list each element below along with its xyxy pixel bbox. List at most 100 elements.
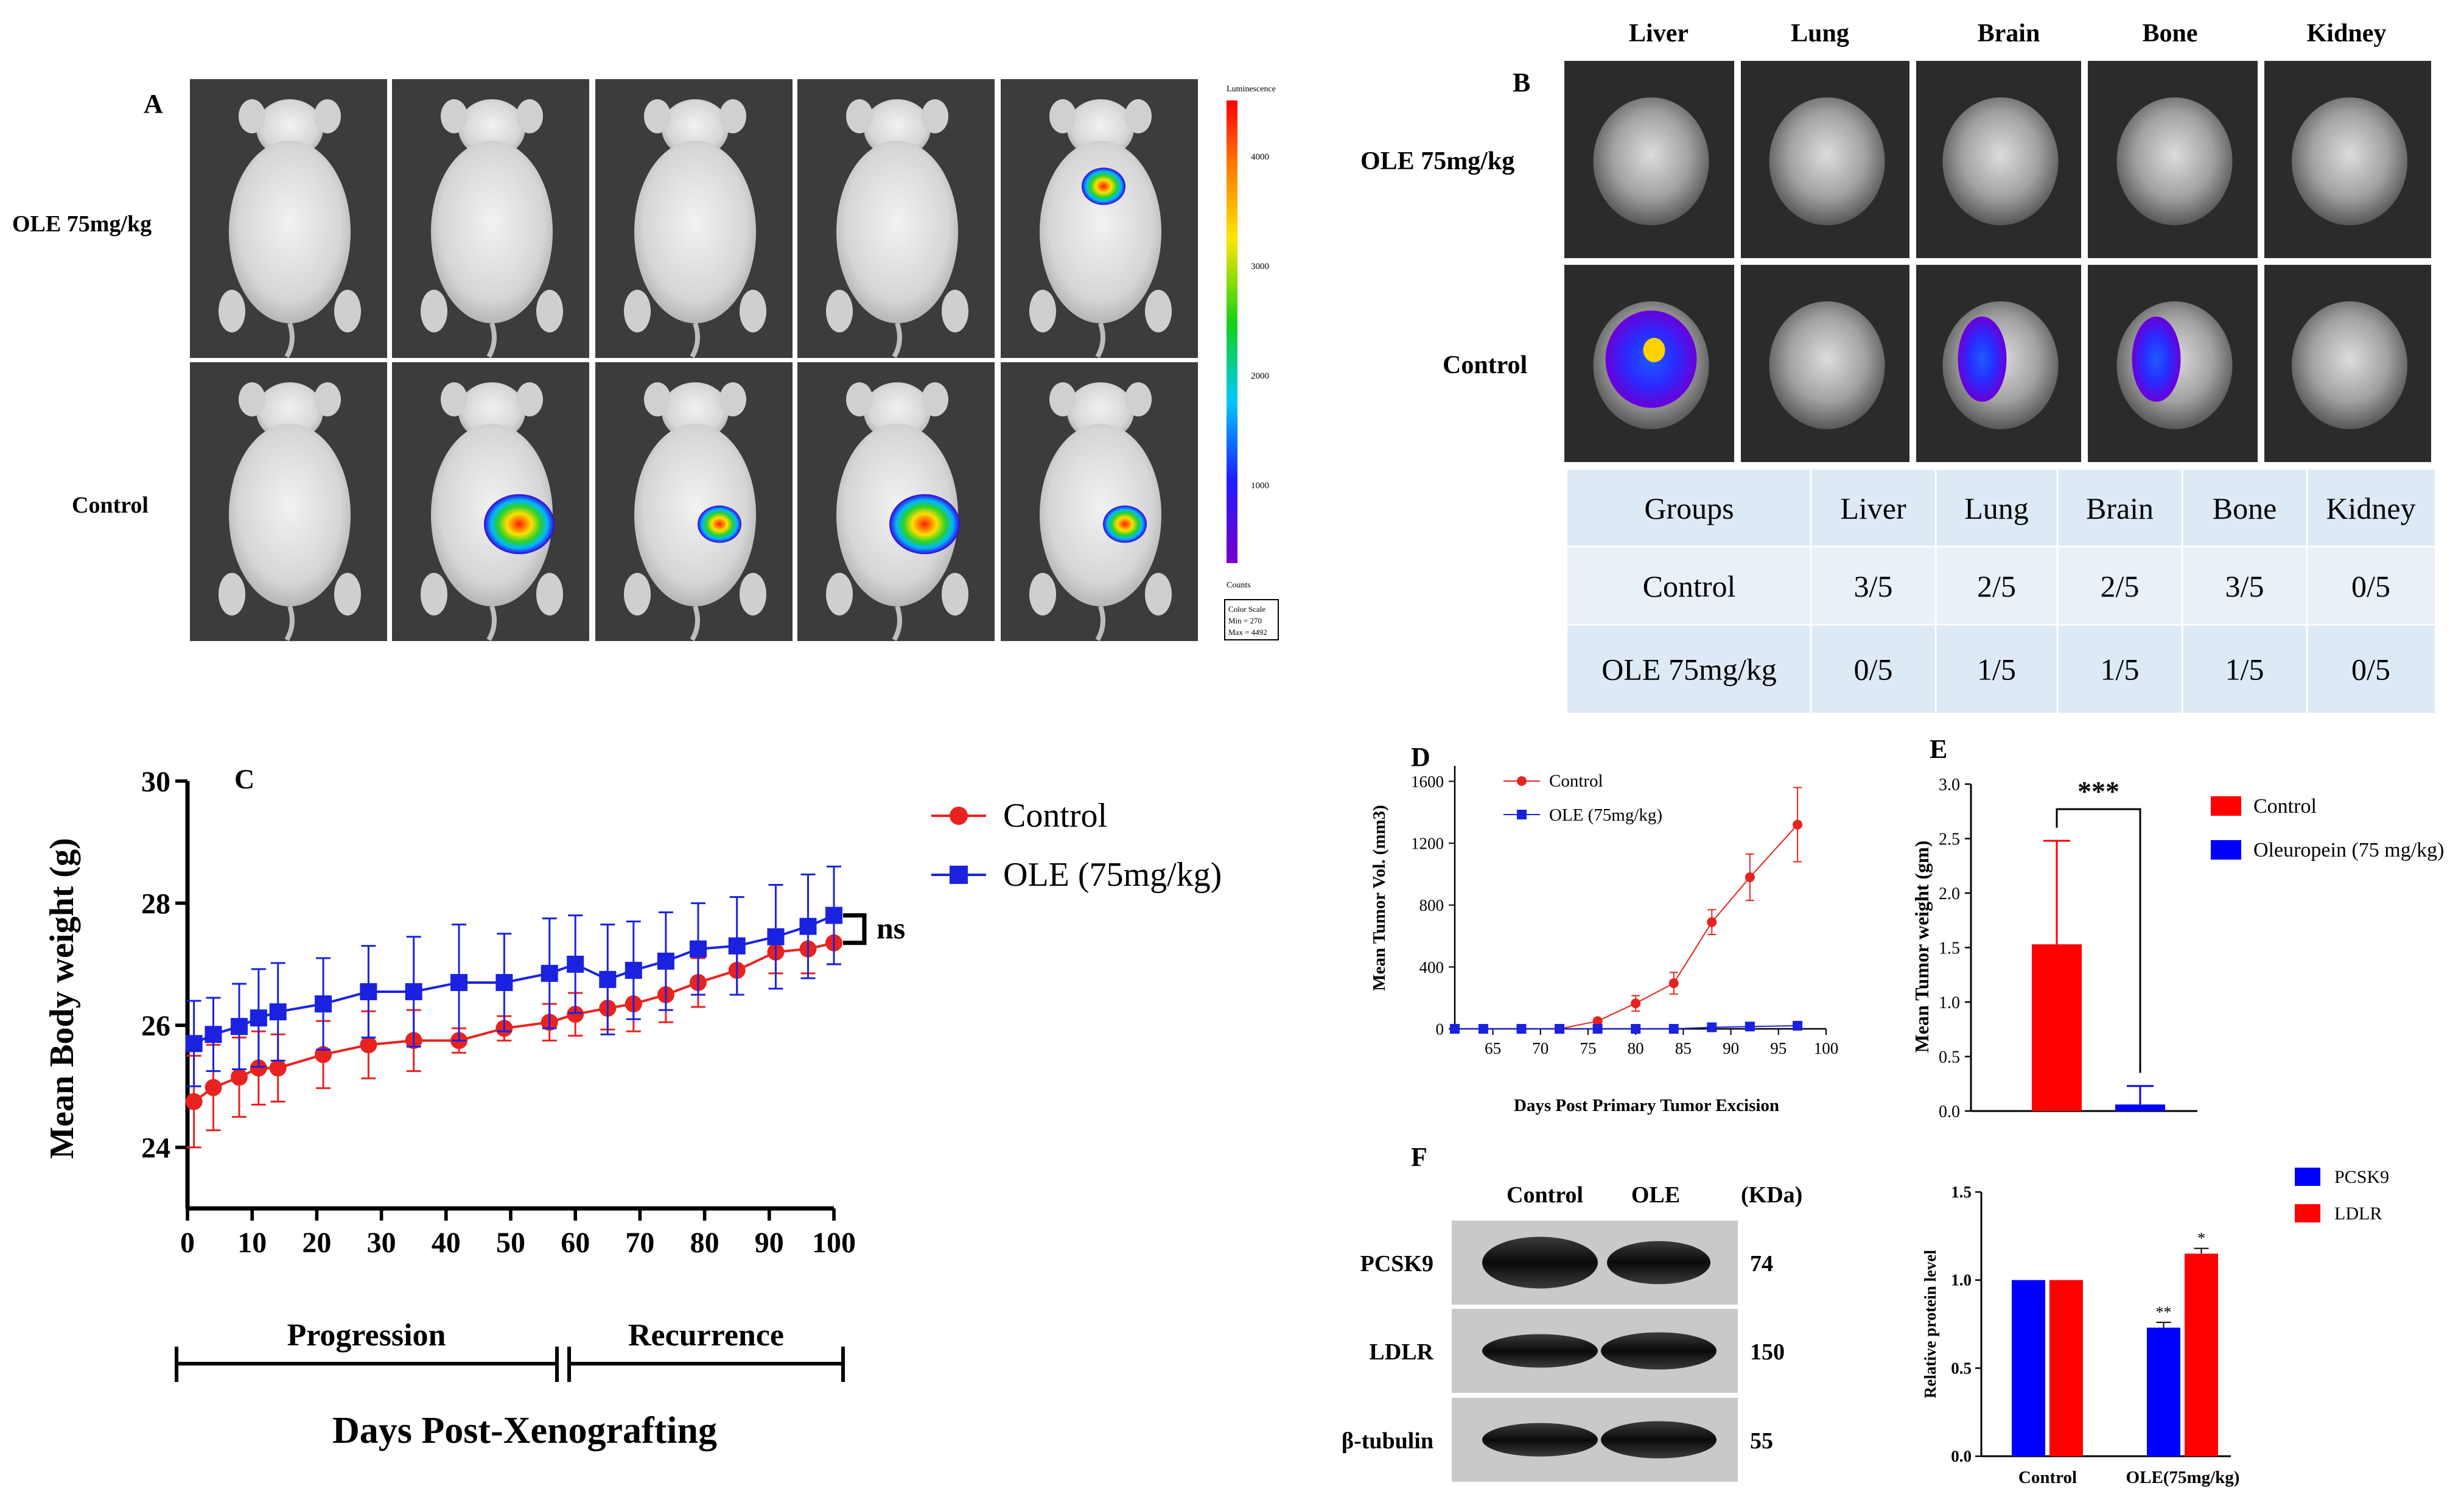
y-tick-label: 24: [141, 1132, 170, 1165]
blot-band-control: [1482, 1423, 1598, 1457]
mouse-leg: [334, 573, 361, 615]
table-cell: Control: [1643, 569, 1736, 603]
mouse-tail: [1095, 605, 1105, 642]
x-tick-label: 100: [1814, 1039, 1839, 1057]
data-point-ole: [1478, 1024, 1488, 1034]
organ-header-brain: Brain: [1978, 19, 2040, 47]
blot-kda-label: 74: [1750, 1251, 1773, 1277]
blot-row-pcsk9: PCSK9 74: [1360, 1221, 1773, 1305]
table-cell: 0/5: [1854, 653, 1893, 687]
mouse-leg: [826, 290, 853, 332]
legend: Control OLE (75mg/kg): [1503, 771, 1662, 825]
table-header-cell: Liver: [1840, 491, 1906, 525]
blot-band-ole: [1601, 1332, 1717, 1370]
mouse-head: [662, 99, 729, 158]
mouse-ear: [239, 382, 265, 416]
x-tick-label: 85: [1675, 1039, 1692, 1057]
x-tick-label: 70: [625, 1227, 654, 1259]
x-tick-label: 90: [755, 1227, 784, 1259]
data-point-control: [230, 1068, 248, 1086]
mouse-leg: [421, 290, 447, 332]
data-point-control: [205, 1079, 222, 1096]
colorbar-title: Luminescence: [1227, 85, 1276, 94]
blot-row-beta-tubulin: β-tubulin 55: [1342, 1398, 1773, 1482]
data-point-ole: [1631, 1024, 1641, 1034]
table-cell: 1/5: [2225, 653, 2264, 687]
blot-unit-label: (KDa): [1741, 1182, 1802, 1208]
legend-swatch-ldlr: [2295, 1204, 2320, 1222]
legend-marker-control: [1517, 776, 1527, 786]
colorbar-tick-3000: 3000: [1251, 262, 1269, 272]
data-point-ole: [689, 940, 707, 958]
blot-row-ldlr: LDLR 150: [1369, 1309, 1785, 1393]
panel-a-row-label-ole: OLE 75mg/kg: [12, 211, 152, 237]
data-point-ole: [495, 973, 513, 991]
mouse-body: [1040, 141, 1161, 323]
mouse-ear: [922, 99, 948, 133]
mouse-ear: [644, 99, 671, 133]
mouse-body: [1040, 424, 1161, 606]
mouse-ear: [922, 382, 948, 416]
mouse-ear: [441, 99, 467, 133]
y-tick-label: 28: [141, 888, 170, 920]
organ-image-ole-bone: [2088, 61, 2258, 258]
legend-label-oleuropein: Oleuropein (75 mg/kg): [2253, 839, 2445, 861]
mouse-leg: [624, 573, 651, 615]
mouse-leg: [219, 290, 245, 332]
phase-label-recurrence: Recurrence: [628, 1318, 784, 1353]
data-point-ole: [625, 961, 642, 979]
legend-label-ldlr: LDLR: [2334, 1204, 2382, 1224]
mouse-ear: [846, 382, 873, 416]
legend-label-ole: OLE (75mg/kg): [1003, 856, 1222, 894]
data-point-ole: [541, 964, 558, 982]
blot-kda-label: 150: [1750, 1339, 1785, 1365]
mouse-leg: [826, 573, 853, 615]
x-category-label: OLE(75mg/kg): [2126, 1468, 2240, 1487]
significance-bracket: [843, 913, 867, 945]
legend-marker-control: [950, 807, 968, 825]
table-header-cell: Bone: [2213, 491, 2277, 525]
organ-signal: [1958, 317, 2007, 402]
bar-pcsk9-ole: [2147, 1327, 2180, 1456]
mouse-tail: [690, 605, 700, 642]
table-cell: 3/5: [1854, 569, 1893, 603]
data-point-ole: [1450, 1024, 1460, 1034]
mouse-image-ole-5: [1001, 79, 1198, 359]
x-tick-label: 60: [561, 1227, 590, 1259]
panel-e-letter: E: [1930, 734, 1947, 764]
organ-tissue: [1769, 301, 1885, 429]
mouse-tail: [284, 605, 295, 642]
mouse-leg: [942, 290, 968, 332]
table-header-cell: Kidney: [2326, 491, 2415, 525]
organ-header-kidney: Kidney: [2307, 19, 2387, 47]
blot-lane-label-ole: OLE: [1631, 1182, 1680, 1208]
luminescence-signal: [484, 494, 555, 555]
mouse-body: [229, 424, 351, 606]
mouse-ear: [314, 382, 341, 416]
panel-c-body-weight-chart: C 0 10 20 30 40 50 60 70 80 90 100 24 26 28 30 Mean Bod…: [43, 763, 1222, 1451]
data-point-ole: [1668, 1024, 1679, 1034]
organ-image-ole-brain: [1916, 61, 2081, 258]
x-tick-label: 10: [237, 1227, 267, 1259]
table-header-cell: Groups: [1644, 491, 1734, 525]
organ-tissue: [2292, 301, 2407, 429]
y-tick-label: 0.5: [1939, 1048, 1960, 1067]
mouse-leg: [1145, 290, 1172, 332]
data-point-ole: [1793, 1020, 1803, 1031]
colorbar-tick-1000: 1000: [1251, 481, 1269, 491]
organ-tissue: [2116, 97, 2233, 225]
legend-label-pcsk9: PCSK9: [2334, 1167, 2389, 1187]
table-cell: 0/5: [2351, 653, 2390, 687]
luminescence-signal: [1082, 167, 1125, 205]
organ-image-ole-lung: [1741, 61, 1909, 258]
mouse-image-grid: [190, 79, 1198, 642]
data-point-ole: [205, 1026, 222, 1043]
x-tick-label: 50: [496, 1227, 525, 1259]
mouse-ear: [719, 382, 746, 416]
y-tick-label: 0.0: [1951, 1447, 1972, 1465]
mouse-tail: [486, 322, 497, 359]
mouse-body: [431, 141, 553, 323]
organ-headers: Liver Lung Brain Bone Kidney: [1629, 19, 2386, 47]
organ-image-grid: [1564, 61, 2431, 462]
organ-signal-hotspot: [1643, 338, 1665, 362]
